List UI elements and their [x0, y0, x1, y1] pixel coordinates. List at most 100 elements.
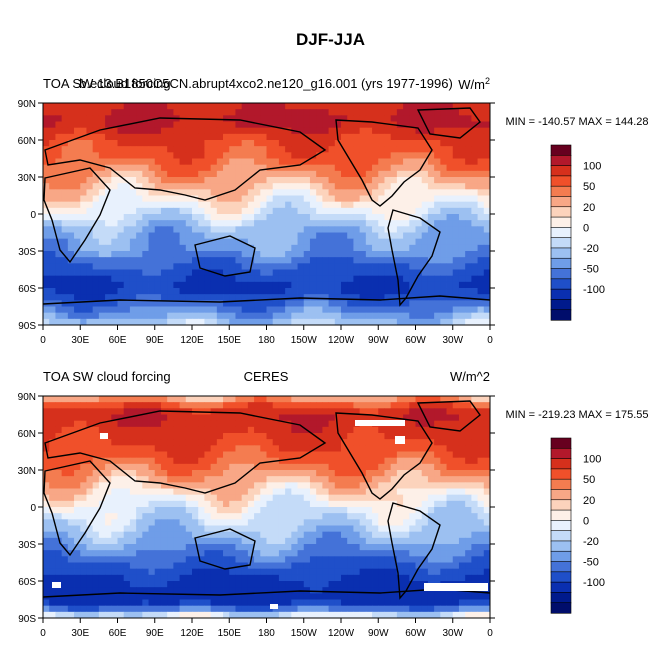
map-cell: [86, 300, 94, 307]
map-cell: [434, 507, 441, 514]
map-cell: [241, 507, 249, 514]
map-cell: [334, 537, 342, 545]
map-cell: [353, 195, 361, 203]
map-cell: [446, 103, 454, 110]
map-cell: [105, 451, 112, 459]
map-cell: [43, 426, 50, 434]
map-cell: [105, 318, 112, 325]
map-cell: [216, 214, 224, 221]
map-cell: [105, 500, 112, 508]
map-cell: [80, 507, 87, 514]
map-cell: [316, 402, 323, 409]
map-cell: [378, 470, 385, 477]
map-cell: [185, 414, 193, 422]
map-cell: [92, 513, 100, 520]
map-cell: [229, 263, 236, 270]
map-cell: [92, 396, 100, 403]
map-cell: [92, 525, 100, 533]
map-cell: [74, 587, 81, 594]
map-cell: [341, 513, 348, 520]
map-cell: [260, 244, 267, 252]
map-cell: [223, 476, 230, 483]
map-cell: [409, 263, 416, 270]
map-cell: [49, 115, 56, 122]
map-cell: [74, 414, 81, 422]
map-cell: [347, 587, 354, 594]
map-cell: [427, 183, 435, 190]
map-cell: [322, 414, 329, 422]
map-cell: [378, 300, 385, 307]
map-cell: [142, 275, 149, 283]
map-cell: [49, 476, 56, 483]
map-cell: [477, 396, 485, 403]
map-cell: [322, 457, 329, 465]
map-cell: [272, 507, 280, 514]
map-cell: [210, 251, 218, 258]
map-cell: [167, 556, 174, 563]
map-cell: [260, 238, 267, 246]
map-cell: [427, 115, 435, 122]
map-cell: [123, 244, 131, 252]
map-cell: [458, 127, 466, 135]
map-cell: [74, 525, 81, 533]
map-cell: [160, 170, 168, 178]
map-cell: [378, 500, 385, 508]
colorbar-swatch: [550, 185, 572, 198]
map-cell: [421, 396, 429, 403]
map-cell: [148, 513, 156, 520]
map-cell: [446, 445, 454, 452]
map-cell: [421, 306, 429, 314]
map-cell: [334, 232, 342, 240]
map-cell: [365, 562, 373, 570]
map-cell: [117, 408, 125, 415]
map-cell: [266, 525, 274, 533]
map-cell: [452, 550, 460, 557]
colorbar-swatch: [550, 216, 572, 228]
map-cell: [129, 195, 137, 203]
map-cell: [92, 109, 100, 116]
map-cell: [229, 488, 236, 496]
map-cell: [341, 232, 348, 240]
map-cell: [477, 433, 485, 440]
map-cell: [49, 251, 56, 258]
map-cell: [223, 263, 230, 270]
map-cell: [278, 457, 286, 465]
map-cell: [446, 207, 454, 215]
map-cell: [285, 244, 292, 252]
map-cell: [204, 263, 212, 270]
map-cell: [105, 127, 112, 135]
map-cell: [440, 220, 447, 227]
map-cell: [210, 226, 218, 233]
map-cell: [278, 414, 286, 422]
map-cell: [378, 238, 385, 246]
map-cell: [328, 238, 336, 246]
map-cell: [235, 189, 243, 196]
map-cell: [372, 544, 379, 551]
map-cell: [61, 525, 69, 533]
map-cell: [458, 544, 466, 551]
map-cell: [446, 300, 454, 307]
map-cell: [111, 525, 118, 533]
map-cell: [471, 275, 478, 283]
map-cell: [291, 281, 298, 289]
map-cell: [403, 525, 410, 533]
map-cell: [142, 294, 149, 301]
map-cell: [372, 457, 379, 465]
map-cell: [471, 263, 478, 270]
map-cell: [316, 127, 323, 135]
map-cell: [98, 513, 106, 520]
map-cell: [160, 482, 168, 489]
map-cell: [384, 201, 392, 209]
map-cell: [80, 164, 87, 172]
map-cell: [74, 426, 81, 434]
map-cell: [285, 263, 292, 270]
map-cell: [452, 306, 460, 314]
map-cell: [285, 414, 292, 422]
map-cell: [458, 140, 466, 147]
map-cell: [198, 201, 205, 209]
map-cell: [216, 269, 224, 277]
map-cell: [266, 170, 274, 178]
map-cell: [223, 109, 230, 116]
map-cell: [465, 103, 472, 110]
map-cell: [129, 420, 137, 428]
